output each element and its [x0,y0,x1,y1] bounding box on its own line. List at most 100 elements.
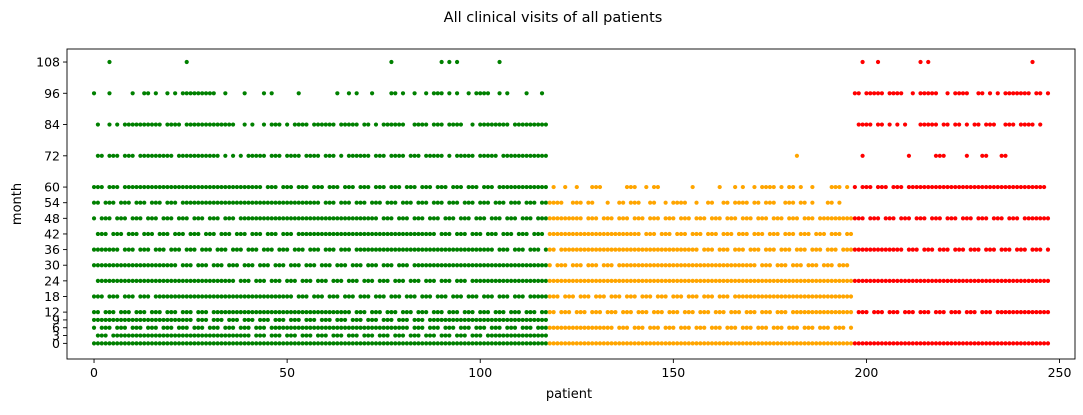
visit-point [794,153,800,158]
visit-point [1042,341,1047,346]
visit-point [184,294,189,299]
visit-point [597,325,603,330]
visit-point [424,122,429,127]
visit-point [682,247,688,252]
visit-point [180,278,185,283]
visit-point [277,294,282,299]
visit-point [733,247,738,252]
visit-point [933,91,939,96]
visit-point [485,317,491,323]
visit-point [265,247,270,252]
visit-point [366,341,371,346]
visit-point [261,216,267,221]
visit-point [605,310,610,315]
visit-point [157,122,162,127]
visit-point [717,263,722,268]
visit-point [157,341,162,346]
visit-point [551,200,556,205]
visit-point [887,310,892,315]
visit-point [323,231,328,237]
visit-point [667,310,672,315]
visit-point [339,200,344,205]
visit-point [856,247,861,252]
visit-point [227,231,232,237]
visit-point [176,216,182,221]
visit-point [323,122,328,127]
visit-point [435,294,440,299]
visit-point [462,263,467,268]
y-tick-label: 36 [44,242,60,257]
visit-point [972,278,977,283]
visit-point [984,122,989,127]
visit-point [153,184,158,190]
visit-point [860,278,865,283]
visit-point [493,216,498,221]
visit-point [115,325,120,330]
visit-point [427,231,433,237]
visit-point [478,263,483,268]
visit-point [200,200,205,205]
visit-point [659,341,664,346]
visit-point [520,278,525,283]
visit-point [632,325,637,330]
visit-point [134,231,139,237]
visit-point [509,231,514,237]
visit-point [273,317,278,323]
visit-point [879,278,885,283]
visit-point [536,341,541,346]
visit-point [505,231,510,237]
visit-point [760,294,765,299]
visit-point [99,341,104,346]
visit-point [277,216,282,221]
visit-point [99,278,104,283]
visit-point [806,341,811,346]
visit-point [312,153,317,158]
visit-point [138,153,143,158]
visit-point [269,325,274,330]
visit-point [443,325,448,330]
visit-point [169,216,174,221]
visit-point [265,317,270,323]
visit-point [933,341,939,346]
visit-point [628,231,633,237]
visit-point [327,325,332,330]
visit-point [976,91,981,96]
visit-point [709,200,715,205]
visit-point [288,200,294,205]
visit-point [323,325,328,330]
visit-point [651,341,657,346]
x-tick-label: 250 [1048,365,1072,380]
visit-point [470,122,475,127]
visit-point [960,184,966,190]
visit-point [370,263,375,268]
visit-point [157,200,162,205]
visit-point [130,122,135,127]
visit-point [539,294,545,299]
visit-point [362,325,367,330]
visit-point [285,247,290,252]
visit-point [149,278,155,283]
visit-point [134,310,139,315]
visit-point [458,247,464,252]
visit-point [366,333,371,338]
visit-point [420,317,425,323]
visit-point [95,247,100,252]
visit-point [485,247,491,252]
visit-point [146,294,151,299]
visit-point [837,200,842,205]
visit-point [879,341,885,346]
visit-point [621,310,626,315]
visit-point [126,333,131,338]
visit-point [532,317,537,323]
visit-point [385,216,390,221]
visit-point [717,278,722,283]
visit-point [215,294,220,299]
visit-point [578,341,583,346]
visit-point [134,317,139,323]
visit-point [319,122,324,127]
visit-point [1007,122,1012,127]
visit-point [891,91,896,96]
visit-point [763,200,769,205]
visit-point [373,231,379,237]
visit-point [798,184,803,190]
